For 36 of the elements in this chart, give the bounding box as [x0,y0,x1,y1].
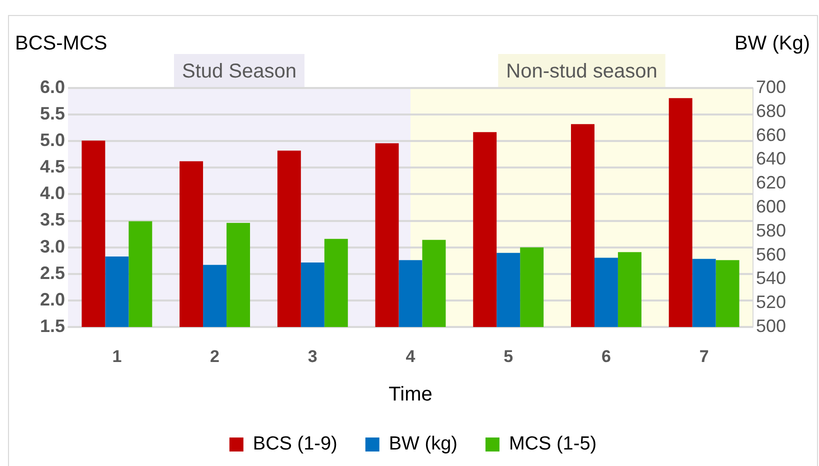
legend-label: BCS (1-9) [252,434,338,455]
y-tick-label: 5.0 [40,130,65,150]
band-label: Stud Season [182,60,297,83]
y2-tick-label: 660 [756,124,786,145]
x-tick-label: 6 [601,346,611,366]
y-tick-label: 3.0 [40,236,65,256]
y2-tick-label: 520 [756,292,786,312]
y2-tick-label: 700 [756,76,786,97]
y2-tick-label: 500 [756,316,786,336]
x-tick-label: 5 [504,346,514,366]
x-tick-label: 1 [112,346,122,366]
y-tick-label: 5.5 [40,104,65,124]
y-tick-label: 1.5 [40,316,65,336]
y2-tick-label: 680 [756,100,786,121]
y-tick-label: 4.0 [40,183,65,204]
y2-tick-label: 640 [756,148,786,169]
y2-tick-label: 620 [756,172,786,193]
legend-label: MCS (1-5) [508,434,597,455]
y-tick-label: 6.0 [40,76,65,97]
y2-tick-label: 600 [756,196,786,216]
legend-label: BW (kg) [388,434,458,455]
x-tick-label: 4 [406,346,416,366]
y2-tick-label: 580 [756,220,786,240]
y2-tick-label: 560 [756,244,786,264]
y-tick-label: 4.5 [40,156,65,177]
y-tick-label: 3.5 [40,210,65,230]
x-axis-title: Time [388,384,432,406]
x-tick-label: 7 [699,346,709,366]
y-tick-label: 2.0 [40,289,65,310]
y2-tick-label: 540 [756,268,786,288]
y2-axis-title: BW (Kg) [734,32,810,55]
y-tick-label: 2.5 [40,262,65,283]
x-tick-label: 2 [210,346,220,366]
y-axis-title: BCS-MCS [15,32,108,55]
x-tick-label: 3 [308,346,318,366]
band-label: Non-stud season [506,60,658,83]
